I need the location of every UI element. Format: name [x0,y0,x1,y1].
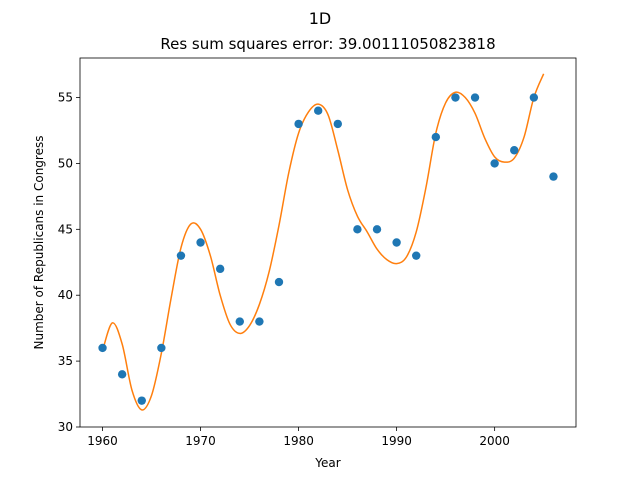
data-point [117,370,127,379]
data-point [549,172,558,181]
data-point [353,225,362,234]
data-point [176,251,186,260]
x-tick-label: 1980 [283,434,314,448]
data-point [235,317,244,326]
y-axis-label: Number of Republicans in Congress [32,136,46,350]
data-point [98,343,107,353]
data-point [372,225,382,234]
data-point [470,93,480,102]
chart-subtitle: Res sum squares error: 39.00111050823818 [160,35,495,53]
data-point [529,93,539,102]
chart-title: 1D [309,9,332,28]
data-point [294,119,303,129]
x-tick-label: 1990 [381,434,412,448]
y-tick-label: 55 [58,91,73,105]
data-point [196,238,205,247]
y-tick-label: 45 [58,222,73,236]
data-point [137,396,146,405]
data-point [313,106,323,115]
y-tick-label: 50 [58,156,73,170]
plot-frame [79,57,577,428]
x-tick-label: 2000 [479,434,510,448]
x-tick-label: 1970 [185,434,216,448]
fit-curve-line [101,73,545,411]
data-point [157,343,166,353]
y-tick-label: 35 [58,354,73,368]
data-point [490,159,499,168]
y-tick-label: 30 [58,420,73,434]
x-tick-label: 1960 [87,434,118,448]
data-point [451,93,460,102]
data-point [333,119,343,129]
y-tick-label: 40 [58,288,73,302]
x-axis-label: Year [314,456,340,470]
data-point [274,277,284,287]
data-point [255,317,264,326]
data-point [431,132,441,142]
data-point [412,251,421,260]
data-point [215,264,225,274]
data-point [510,146,519,155]
data-point [392,238,401,247]
